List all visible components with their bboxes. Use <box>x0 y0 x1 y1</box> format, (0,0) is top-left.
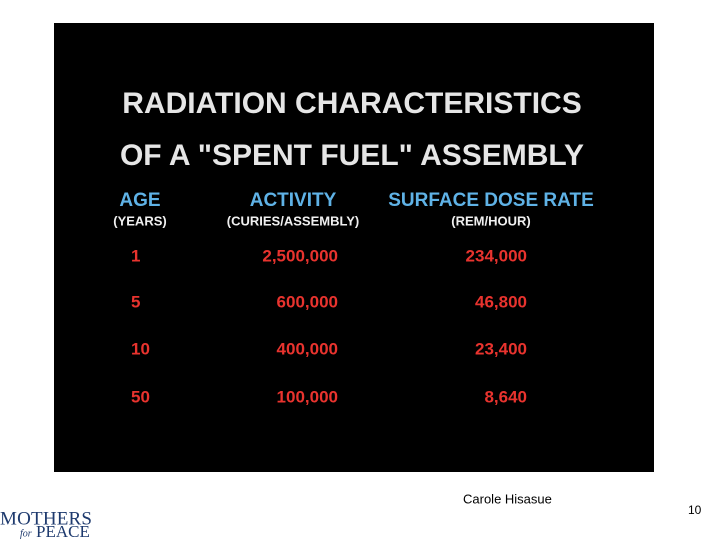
table-cell: 8,640 <box>484 387 527 406</box>
table-cell: 50 <box>131 387 150 406</box>
slide-image <box>54 23 654 472</box>
logo-text: MOTHERS <box>0 508 92 529</box>
title-line: RADIATION CHARACTERISTICS <box>122 87 581 120</box>
table-cell: 400,000 <box>277 339 338 358</box>
logo-text: PEACE <box>36 522 90 540</box>
table-cell: 234,000 <box>466 246 527 265</box>
table-cell: 23,400 <box>475 339 527 358</box>
page-number: 10 <box>688 503 702 517</box>
column-unit: (REM/HOUR) <box>451 213 530 228</box>
column-header: SURFACE DOSE RATE <box>388 190 594 211</box>
table-cell: 600,000 <box>277 292 338 311</box>
column-unit: (YEARS) <box>113 213 166 228</box>
column-unit: (CURIES/ASSEMBLY) <box>227 213 359 228</box>
table-cell: 100,000 <box>277 387 338 406</box>
table-cell: 5 <box>131 292 140 311</box>
table: AGE ACTIVITY SURFACE DOSE RATE (YEARS) (CURI… <box>113 190 593 406</box>
table-cell: 1 <box>131 246 140 265</box>
column-header: ACTIVITY <box>250 190 337 211</box>
table-cell: 2,500,000 <box>262 246 338 265</box>
table-cell: 10 <box>131 339 150 358</box>
logo: MOTHERS for PEACE <box>0 508 92 540</box>
table-cell: 46,800 <box>475 292 527 311</box>
title-line: OF A "SPENT FUEL" ASSEMBLY <box>120 139 584 172</box>
logo-text: for <box>20 528 32 539</box>
column-header: AGE <box>119 190 160 211</box>
author: Carole Hisasue <box>463 491 552 506</box>
